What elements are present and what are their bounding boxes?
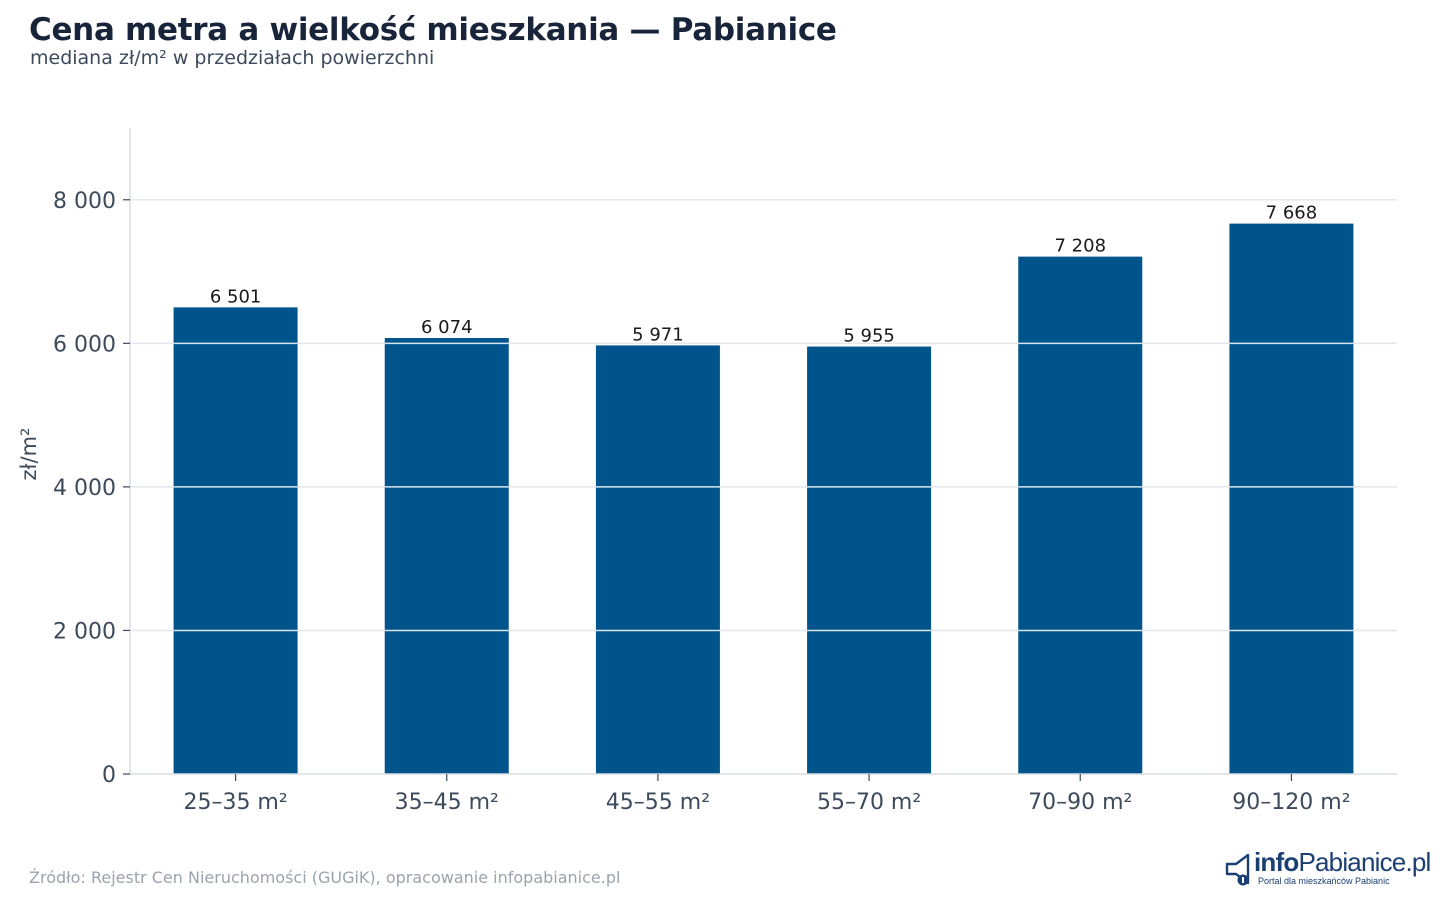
bar-value-label: 7 208: [1054, 236, 1106, 257]
y-tick-label: 6 000: [53, 332, 116, 357]
chart-title: Cena metra a wielkość mieszkania — Pabia…: [29, 12, 837, 48]
x-tick-label: 55–70 m²: [817, 790, 921, 815]
brand-logo: infoPabianice.pl Portal dla mieszkańców …: [1224, 848, 1431, 890]
megaphone-icon: [1225, 853, 1250, 886]
bar: [1018, 256, 1143, 775]
y-tick-label: 8 000: [53, 189, 116, 214]
bar: [173, 307, 298, 774]
bar-value-label: 6 501: [210, 286, 262, 307]
bar-value-label: 5 955: [843, 326, 895, 347]
y-tick-label: 0: [102, 763, 116, 788]
logo-prefix: info: [1254, 847, 1299, 877]
source-note: Źródło: Rejestr Cen Nieruchomości (GUGiK…: [29, 868, 621, 887]
y-tick-label: 2 000: [53, 619, 116, 644]
x-tick-label: 70–90 m²: [1028, 790, 1132, 815]
bar: [595, 345, 720, 774]
bars: [173, 223, 1354, 775]
x-tick-label: 25–35 m²: [183, 790, 287, 815]
bar-value-label: 5 971: [632, 324, 684, 345]
bar-value-label: 7 668: [1266, 203, 1318, 224]
y-tick-label: 4 000: [53, 476, 116, 501]
chart-subtitle: mediana zł/m² w przedziałach powierzchni: [30, 47, 435, 69]
y-axis-title: zł/m²: [17, 428, 41, 481]
bar-value-label: 6 074: [421, 317, 473, 338]
bar: [1229, 223, 1354, 774]
x-tick-label: 45–55 m²: [606, 790, 710, 815]
gridlines: [130, 199, 1397, 632]
bar: [384, 338, 509, 774]
x-tick-label: 35–45 m²: [395, 790, 499, 815]
logo-name: Pabianice.pl: [1298, 847, 1431, 877]
x-tick-label: 90–120 m²: [1232, 790, 1350, 815]
logo-tagline: Portal dla mieszkańców Pabianic: [1258, 876, 1390, 886]
gridlines-over-bars: [173, 342, 1354, 632]
bar: [807, 346, 932, 774]
logo-wordmark: infoPabianice.pl: [1254, 848, 1431, 876]
